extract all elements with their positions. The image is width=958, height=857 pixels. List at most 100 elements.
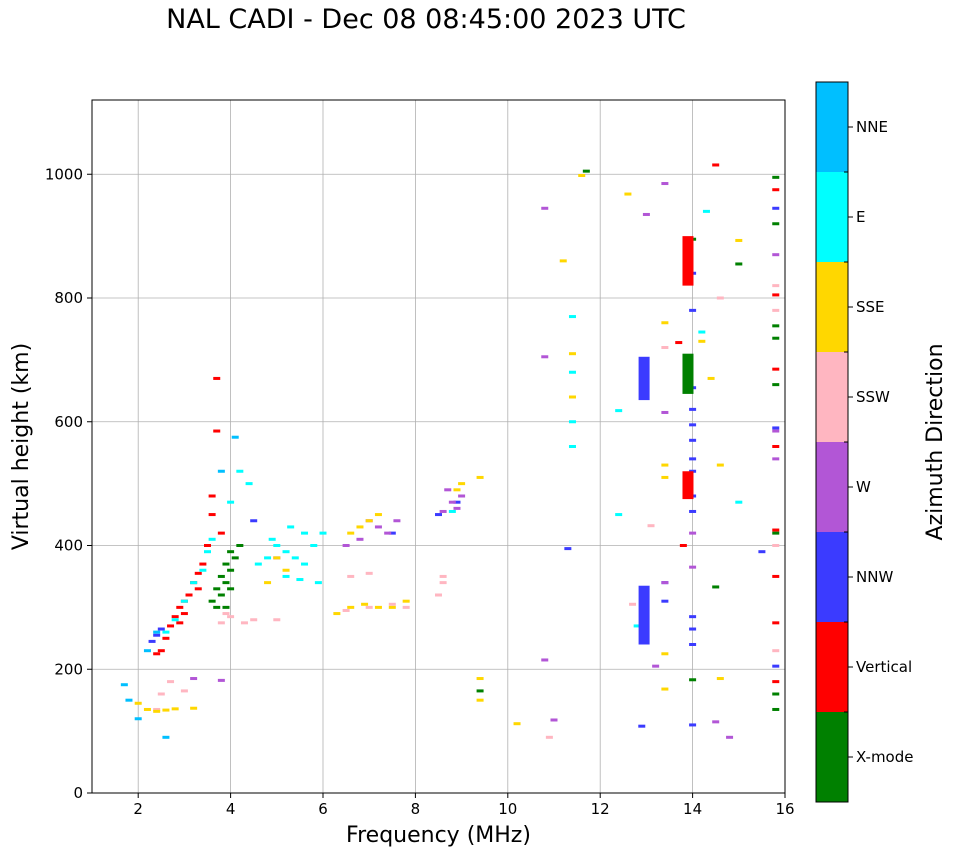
data-point-vertical xyxy=(208,513,216,517)
data-point-vertical xyxy=(772,621,780,625)
data-point-x-mode xyxy=(582,169,590,173)
data-point-ssw xyxy=(217,621,225,625)
data-point-vertical xyxy=(772,293,780,297)
data-point-nnw xyxy=(689,423,697,427)
data-point-w xyxy=(453,506,461,510)
y-axis-label: Virtual height (km) xyxy=(9,343,34,550)
data-point-ssw xyxy=(250,618,258,622)
data-point-vertical xyxy=(199,562,207,566)
data-point-e xyxy=(314,581,322,585)
data-point-x-mode xyxy=(772,383,780,387)
data-point-sse xyxy=(661,475,669,479)
data-point-e xyxy=(264,556,272,560)
y-tick-label: 400 xyxy=(54,537,83,555)
data-point-ssw xyxy=(402,605,410,609)
data-point-sse xyxy=(458,482,466,486)
data-block-nnw xyxy=(638,585,650,645)
data-point-w xyxy=(448,500,456,504)
data-point-w xyxy=(217,678,225,682)
data-block-vertical xyxy=(682,236,694,286)
data-point-sse xyxy=(402,599,410,603)
data-point-w xyxy=(550,718,558,722)
colorbar-swatch-nne xyxy=(816,82,848,172)
data-point-vertical xyxy=(208,494,216,498)
colorbar-label: SSE xyxy=(856,298,885,316)
data-point-vertical xyxy=(679,544,687,547)
data-point-e xyxy=(268,537,276,541)
data-point-x-mode xyxy=(217,574,225,578)
data-point-x-mode xyxy=(213,587,221,591)
data-point-x-mode xyxy=(231,556,239,560)
x-tick-label: 10 xyxy=(498,800,517,818)
data-point-nnw xyxy=(564,547,572,551)
data-point-e xyxy=(208,537,216,541)
data-point-w xyxy=(356,537,364,541)
data-point-vertical xyxy=(675,341,683,345)
data-point-e xyxy=(568,370,576,374)
colorbar-swatch-nnw xyxy=(816,532,848,622)
data-point-sse xyxy=(661,687,669,691)
data-point-sse xyxy=(513,722,521,726)
data-point-w xyxy=(541,206,549,210)
data-point-ssw xyxy=(227,615,235,619)
data-point-ssw xyxy=(772,649,780,653)
data-point-sse xyxy=(143,707,151,711)
data-point-sse xyxy=(347,531,355,535)
data-point-e xyxy=(568,315,576,319)
colorbar-swatch-x-mode xyxy=(816,712,848,802)
data-block-nnw xyxy=(638,356,650,401)
x-tick-label: 4 xyxy=(226,800,236,818)
data-point-sse xyxy=(134,701,142,705)
colorbar-frame xyxy=(815,81,849,803)
data-point-x-mode xyxy=(772,531,780,535)
y-tick-label: 200 xyxy=(54,660,83,678)
data-point-sse xyxy=(624,192,632,196)
data-point-ssw xyxy=(153,707,161,711)
data-point-sse xyxy=(190,706,198,710)
data-point-w xyxy=(726,735,734,739)
data-point-sse xyxy=(365,519,373,523)
data-point-sse xyxy=(453,488,461,492)
data-point-nne xyxy=(153,630,161,634)
data-point-nnw xyxy=(689,509,697,513)
data-point-sse xyxy=(162,708,170,712)
data-point-nnw xyxy=(772,664,780,668)
data-point-ssw xyxy=(772,308,780,312)
data-point-nne xyxy=(125,698,133,702)
data-point-ssw xyxy=(240,621,248,625)
data-point-nnw xyxy=(689,627,697,631)
data-point-x-mode xyxy=(236,544,244,547)
data-point-e xyxy=(287,525,295,529)
colorbar-label: SSW xyxy=(856,388,890,406)
data-point-sse xyxy=(559,259,567,263)
data-point-e xyxy=(568,445,576,448)
data-point-nne xyxy=(120,683,128,687)
data-point-w xyxy=(541,658,549,662)
data-point-e xyxy=(448,509,456,513)
data-point-e xyxy=(236,469,244,473)
data-point-nnw xyxy=(435,513,442,517)
data-point-nnw xyxy=(453,500,461,504)
data-point-vertical xyxy=(772,445,780,448)
x-tick-label: 2 xyxy=(133,800,143,818)
data-point-sse xyxy=(374,513,382,517)
data-point-nnw xyxy=(689,308,697,312)
x-tick-label: 8 xyxy=(411,800,421,818)
data-point-sse xyxy=(735,238,743,242)
data-point-vertical xyxy=(772,367,780,371)
data-point-e xyxy=(301,562,309,566)
data-point-ssw xyxy=(772,544,780,547)
data-point-nnw xyxy=(772,426,780,430)
data-point-sse xyxy=(716,677,724,681)
x-tick-label: 16 xyxy=(775,800,794,818)
data-point-nnw xyxy=(250,519,258,523)
data-point-ssw xyxy=(435,593,442,597)
colorbar-label: NNE xyxy=(856,118,888,136)
data-point-e xyxy=(698,330,706,334)
data-point-vertical xyxy=(176,621,184,625)
data-point-e xyxy=(227,500,235,504)
data-point-w xyxy=(661,182,669,186)
data-point-x-mode xyxy=(227,568,235,572)
data-block-vertical xyxy=(682,471,694,500)
x-tick-label: 12 xyxy=(591,800,610,818)
